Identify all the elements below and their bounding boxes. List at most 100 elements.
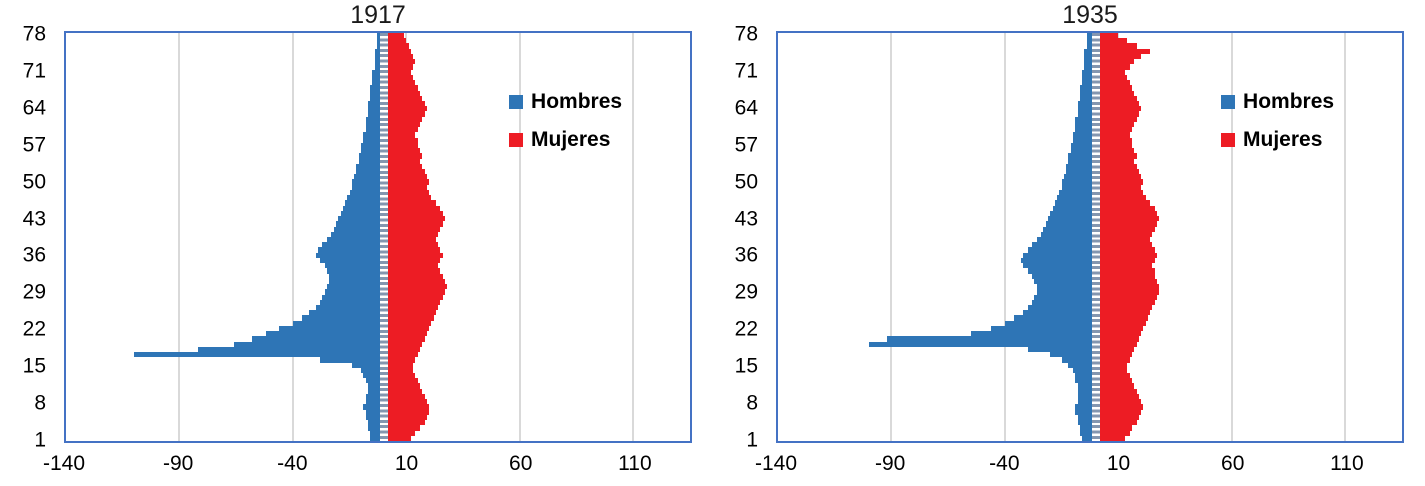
- bar-hombres-age-76: [1086, 43, 1096, 49]
- bar-hombres-age-30: [1036, 284, 1096, 290]
- y-axis-tick-label: 15: [734, 354, 758, 378]
- gridline: [1344, 33, 1347, 441]
- bar-hombres-age-61: [1075, 121, 1096, 128]
- bar-mujeres-age-31: [383, 278, 445, 285]
- bar-hombres-age-42: [336, 221, 384, 227]
- bar-mujeres-age-75: [383, 48, 411, 54]
- bar-hombres-age-27: [320, 299, 384, 305]
- y-axis-tick-label: 8: [746, 391, 758, 415]
- y-axis-tick-label: 50: [22, 170, 46, 194]
- bar-mujeres-age-1: [383, 435, 411, 441]
- bar-mujeres-age-24: [383, 315, 434, 321]
- bar-mujeres-age-72: [383, 64, 414, 70]
- bar-mujeres-age-53: [383, 163, 423, 169]
- bar-hombres-age-45: [1052, 205, 1096, 211]
- bar-hombres-age-35: [1020, 257, 1096, 264]
- x-axis-tick-label: -140: [754, 452, 798, 475]
- bar-mujeres-age-27: [1095, 299, 1155, 305]
- bar-hombres-age-70: [372, 74, 384, 81]
- bar-hombres-age-64: [367, 106, 384, 112]
- bar-mujeres-age-32: [383, 273, 443, 279]
- bar-mujeres-age-3: [383, 425, 420, 431]
- gridline: [1230, 33, 1233, 441]
- bar-mujeres-age-12: [1095, 378, 1132, 384]
- bar-hombres-age-2: [1079, 430, 1096, 436]
- bar-mujeres-age-73: [1095, 59, 1135, 65]
- bar-hombres-age-59: [363, 132, 384, 138]
- bar-hombres-age-20: [252, 336, 384, 342]
- bar-mujeres-age-42: [383, 221, 443, 227]
- bar-mujeres-age-5: [1095, 414, 1139, 421]
- y-axis-tick-label: 22: [22, 317, 46, 341]
- bar-mujeres-age-34: [383, 263, 439, 269]
- bar-hombres-age-40: [331, 231, 384, 237]
- bar-hombres-age-27: [1032, 299, 1096, 305]
- bar-hombres-age-65: [1077, 100, 1096, 107]
- bar-hombres-age-18: [197, 346, 384, 353]
- bar-mujeres-age-10: [383, 388, 423, 394]
- bar-hombres-age-36: [1023, 252, 1096, 258]
- bar-hombres-age-38: [1032, 242, 1096, 248]
- bar-mujeres-age-31: [1095, 278, 1157, 285]
- bar-hombres-age-63: [367, 111, 384, 117]
- bar-mujeres-age-26: [383, 304, 439, 311]
- bar-mujeres-age-66: [383, 95, 423, 101]
- bar-hombres-age-54: [1068, 158, 1096, 164]
- bar-hombres-age-71: [372, 69, 384, 75]
- bar-mujeres-age-63: [383, 111, 425, 117]
- bar-hombres-age-17: [1050, 352, 1096, 358]
- bar-mujeres-age-39: [383, 237, 436, 243]
- bar-mujeres-age-74: [1095, 53, 1142, 60]
- bar-mujeres-age-65: [1095, 100, 1139, 107]
- bar-hombres-age-5: [1077, 414, 1096, 421]
- bar-mujeres-age-26: [1095, 304, 1153, 311]
- bar-mujeres-age-19: [383, 341, 423, 347]
- bar-mujeres-age-18: [1095, 346, 1135, 353]
- bar-hombres-age-11: [1077, 383, 1096, 389]
- bar-mujeres-age-32: [1095, 273, 1155, 279]
- y-axis-tick-label: 64: [22, 96, 46, 120]
- bar-hombres-age-51: [1063, 174, 1096, 180]
- bar-mujeres-age-70: [1095, 74, 1128, 81]
- y-axis-tick-label: 29: [22, 280, 46, 304]
- x-axis-tick-label: 110: [1330, 452, 1364, 475]
- bar-mujeres-age-44: [383, 210, 443, 217]
- gridline: [178, 33, 181, 441]
- bar-hombres-age-19: [233, 341, 384, 347]
- bar-mujeres-age-62: [383, 116, 423, 122]
- bar-mujeres-age-54: [383, 158, 420, 164]
- bar-mujeres-age-52: [383, 168, 425, 175]
- bar-mujeres-age-28: [383, 294, 443, 300]
- bar-mujeres-age-25: [1095, 310, 1151, 316]
- bar-mujeres-age-67: [1095, 90, 1135, 96]
- bar-mujeres-age-65: [383, 100, 425, 107]
- bar-mujeres-age-71: [383, 69, 411, 75]
- bar-mujeres-age-62: [1095, 116, 1137, 122]
- bar-mujeres-age-38: [1095, 242, 1153, 248]
- gridline: [518, 33, 521, 441]
- bar-hombres-age-68: [370, 85, 384, 91]
- plot-area: Hombres Mujeres: [64, 31, 692, 443]
- legend-item-hombres: Hombres: [1221, 90, 1334, 114]
- bar-hombres-age-15: [1068, 362, 1096, 368]
- bar-hombres-age-57: [360, 142, 384, 149]
- bar-mujeres-age-45: [383, 205, 441, 211]
- bar-mujeres-age-21: [1095, 331, 1142, 337]
- bar-mujeres-age-56: [383, 148, 420, 154]
- bar-mujeres-age-22: [1095, 325, 1144, 332]
- bar-mujeres-age-24: [1095, 315, 1148, 321]
- bar-mujeres-age-36: [383, 252, 443, 258]
- bar-hombres-age-8: [365, 399, 384, 405]
- category-axis-ticks: [1091, 33, 1100, 441]
- bar-mujeres-age-15: [383, 362, 414, 368]
- bar-mujeres-age-76: [383, 43, 409, 49]
- bar-mujeres-age-35: [1095, 257, 1155, 264]
- bar-hombres-age-6: [1075, 409, 1096, 415]
- bar-mujeres-age-50: [1095, 179, 1144, 185]
- bar-hombres-age-66: [1079, 95, 1096, 101]
- bar-mujeres-age-53: [1095, 163, 1137, 169]
- y-axis-tick-label: 1: [746, 428, 758, 452]
- bar-hombres-age-53: [356, 163, 384, 169]
- y-axis-tick-label: 50: [734, 170, 758, 194]
